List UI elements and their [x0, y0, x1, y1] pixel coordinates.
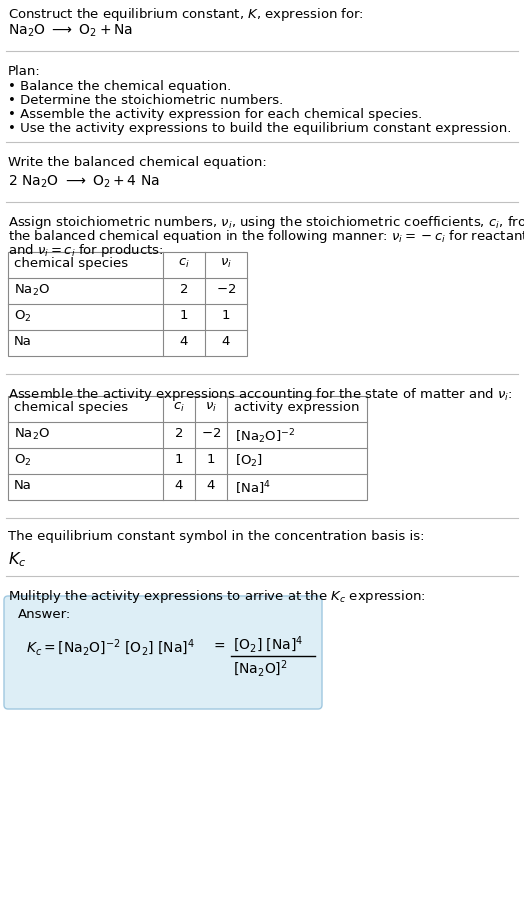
Text: $\nu_i$: $\nu_i$ — [205, 401, 217, 414]
Text: activity expression: activity expression — [234, 401, 360, 414]
Text: $-2$: $-2$ — [201, 427, 221, 440]
Text: Write the balanced chemical equation:: Write the balanced chemical equation: — [8, 156, 267, 169]
Text: $K_c = [\mathrm{Na_2O}]^{-2}\ [\mathrm{O_2}]\ [\mathrm{Na}]^4$: $K_c = [\mathrm{Na_2O}]^{-2}\ [\mathrm{O… — [26, 638, 195, 658]
Text: 4: 4 — [180, 335, 188, 348]
Text: Assemble the activity expressions accounting for the state of matter and $\nu_i$: Assemble the activity expressions accoun… — [8, 386, 512, 403]
Text: Na: Na — [14, 335, 32, 348]
Text: $[\mathrm{Na_2O}]^2$: $[\mathrm{Na_2O}]^2$ — [233, 659, 288, 680]
Text: $2\ \mathrm{Na_2O}\ \longrightarrow\ \mathrm{O_2} + 4\ \mathrm{Na}$: $2\ \mathrm{Na_2O}\ \longrightarrow\ \ma… — [8, 174, 160, 191]
Text: • Balance the chemical equation.: • Balance the chemical equation. — [8, 80, 231, 93]
Text: 4: 4 — [222, 335, 230, 348]
FancyBboxPatch shape — [4, 596, 322, 709]
Text: $\mathrm{Na_2O}\ \longrightarrow\ \mathrm{O_2} + \mathrm{Na}$: $\mathrm{Na_2O}\ \longrightarrow\ \mathr… — [8, 23, 133, 40]
Text: 1: 1 — [180, 309, 188, 322]
Text: $\mathrm{Na_2O}$: $\mathrm{Na_2O}$ — [14, 427, 50, 442]
Text: Mulitply the activity expressions to arrive at the $K_c$ expression:: Mulitply the activity expressions to arr… — [8, 588, 426, 605]
Text: Assign stoichiometric numbers, $\nu_i$, using the stoichiometric coefficients, $: Assign stoichiometric numbers, $\nu_i$, … — [8, 214, 524, 231]
Text: The equilibrium constant symbol in the concentration basis is:: The equilibrium constant symbol in the c… — [8, 530, 424, 543]
Text: • Assemble the activity expression for each chemical species.: • Assemble the activity expression for e… — [8, 108, 422, 121]
Text: Answer:: Answer: — [18, 608, 71, 621]
Text: • Determine the stoichiometric numbers.: • Determine the stoichiometric numbers. — [8, 94, 283, 107]
Text: $K_c$: $K_c$ — [8, 550, 26, 569]
Text: • Use the activity expressions to build the equilibrium constant expression.: • Use the activity expressions to build … — [8, 122, 511, 135]
Text: Plan:: Plan: — [8, 65, 41, 78]
Text: $=$: $=$ — [211, 638, 226, 652]
Text: chemical species: chemical species — [14, 257, 128, 270]
Text: Na: Na — [14, 479, 32, 492]
Text: 1: 1 — [174, 453, 183, 466]
Text: $[\mathrm{Na_2O}]^{-2}$: $[\mathrm{Na_2O}]^{-2}$ — [235, 427, 295, 446]
Bar — [8, 252, 247, 356]
Text: 2: 2 — [174, 427, 183, 440]
Text: $[\mathrm{O_2}]$: $[\mathrm{O_2}]$ — [235, 453, 263, 469]
Text: $c_i$: $c_i$ — [173, 401, 185, 414]
Text: chemical species: chemical species — [14, 401, 128, 414]
Text: $c_i$: $c_i$ — [178, 257, 190, 270]
Text: $\mathrm{O_2}$: $\mathrm{O_2}$ — [14, 309, 31, 325]
Text: 1: 1 — [207, 453, 215, 466]
Text: $\mathrm{Na_2O}$: $\mathrm{Na_2O}$ — [14, 283, 50, 298]
Text: $\nu_i$: $\nu_i$ — [220, 257, 232, 270]
Text: Construct the equilibrium constant, $K$, expression for:: Construct the equilibrium constant, $K$,… — [8, 6, 364, 23]
Text: and $\nu_i = c_i$ for products:: and $\nu_i = c_i$ for products: — [8, 242, 163, 259]
Text: $[\mathrm{O_2}]\ [\mathrm{Na}]^4$: $[\mathrm{O_2}]\ [\mathrm{Na}]^4$ — [233, 635, 303, 655]
Text: 4: 4 — [175, 479, 183, 492]
Text: the balanced chemical equation in the following manner: $\nu_i = -c_i$ for react: the balanced chemical equation in the fo… — [8, 228, 524, 245]
Bar — [8, 396, 367, 500]
Text: $[\mathrm{Na}]^4$: $[\mathrm{Na}]^4$ — [235, 479, 271, 496]
Text: 4: 4 — [207, 479, 215, 492]
Text: 2: 2 — [180, 283, 188, 296]
Text: $-2$: $-2$ — [216, 283, 236, 296]
Text: $\mathrm{O_2}$: $\mathrm{O_2}$ — [14, 453, 31, 468]
Text: 1: 1 — [222, 309, 230, 322]
